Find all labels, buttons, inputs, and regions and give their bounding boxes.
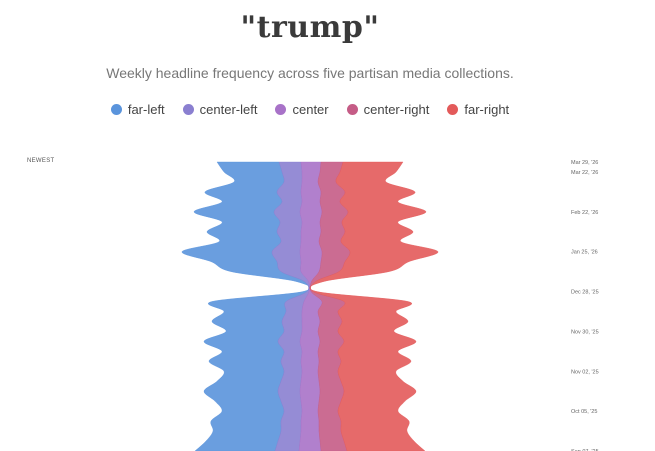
legend-swatch — [110, 104, 122, 115]
legend-label: center — [292, 102, 329, 117]
date-tick-label: Dec 28, '25 — [571, 290, 599, 296]
legend-item-center-left[interactable]: center-left — [182, 102, 258, 117]
date-tick-label: Nov 02, '25 — [571, 369, 599, 375]
legend-swatch — [447, 104, 459, 115]
date-tick-label: Sep 07, '25 — [571, 449, 599, 451]
legend-item-far-right[interactable]: far-right — [447, 102, 509, 117]
legend-label: far-right — [464, 102, 510, 117]
legend-swatch — [182, 104, 194, 115]
legend-swatch — [275, 104, 287, 115]
date-tick-label: Nov 30, '25 — [571, 329, 599, 335]
newest-label: NEWEST — [27, 158, 55, 164]
legend-label: center-left — [199, 102, 258, 117]
legend-swatch — [346, 104, 358, 115]
legend-label: center-right — [363, 102, 430, 117]
date-tick-label: Mar 22, '26 — [571, 170, 598, 176]
legend-item-center[interactable]: center — [275, 102, 329, 117]
chart-title: "trump" — [240, 10, 380, 45]
date-tick-label: Feb 22, '26 — [571, 210, 598, 216]
date-tick-label: Jan 25, '26 — [571, 250, 598, 256]
chart-subtitle: Weekly headline frequency across five pa… — [106, 65, 514, 81]
date-tick-label: Mar 29, '26 — [571, 160, 598, 166]
legend-item-far-left[interactable]: far-left — [110, 102, 165, 117]
legend-label: far-left — [127, 102, 165, 117]
legend: far-left center-left center center-right… — [0, 102, 620, 117]
legend-item-center-right[interactable]: center-right — [346, 102, 430, 117]
date-tick-label: Oct 05, '25 — [571, 409, 597, 415]
